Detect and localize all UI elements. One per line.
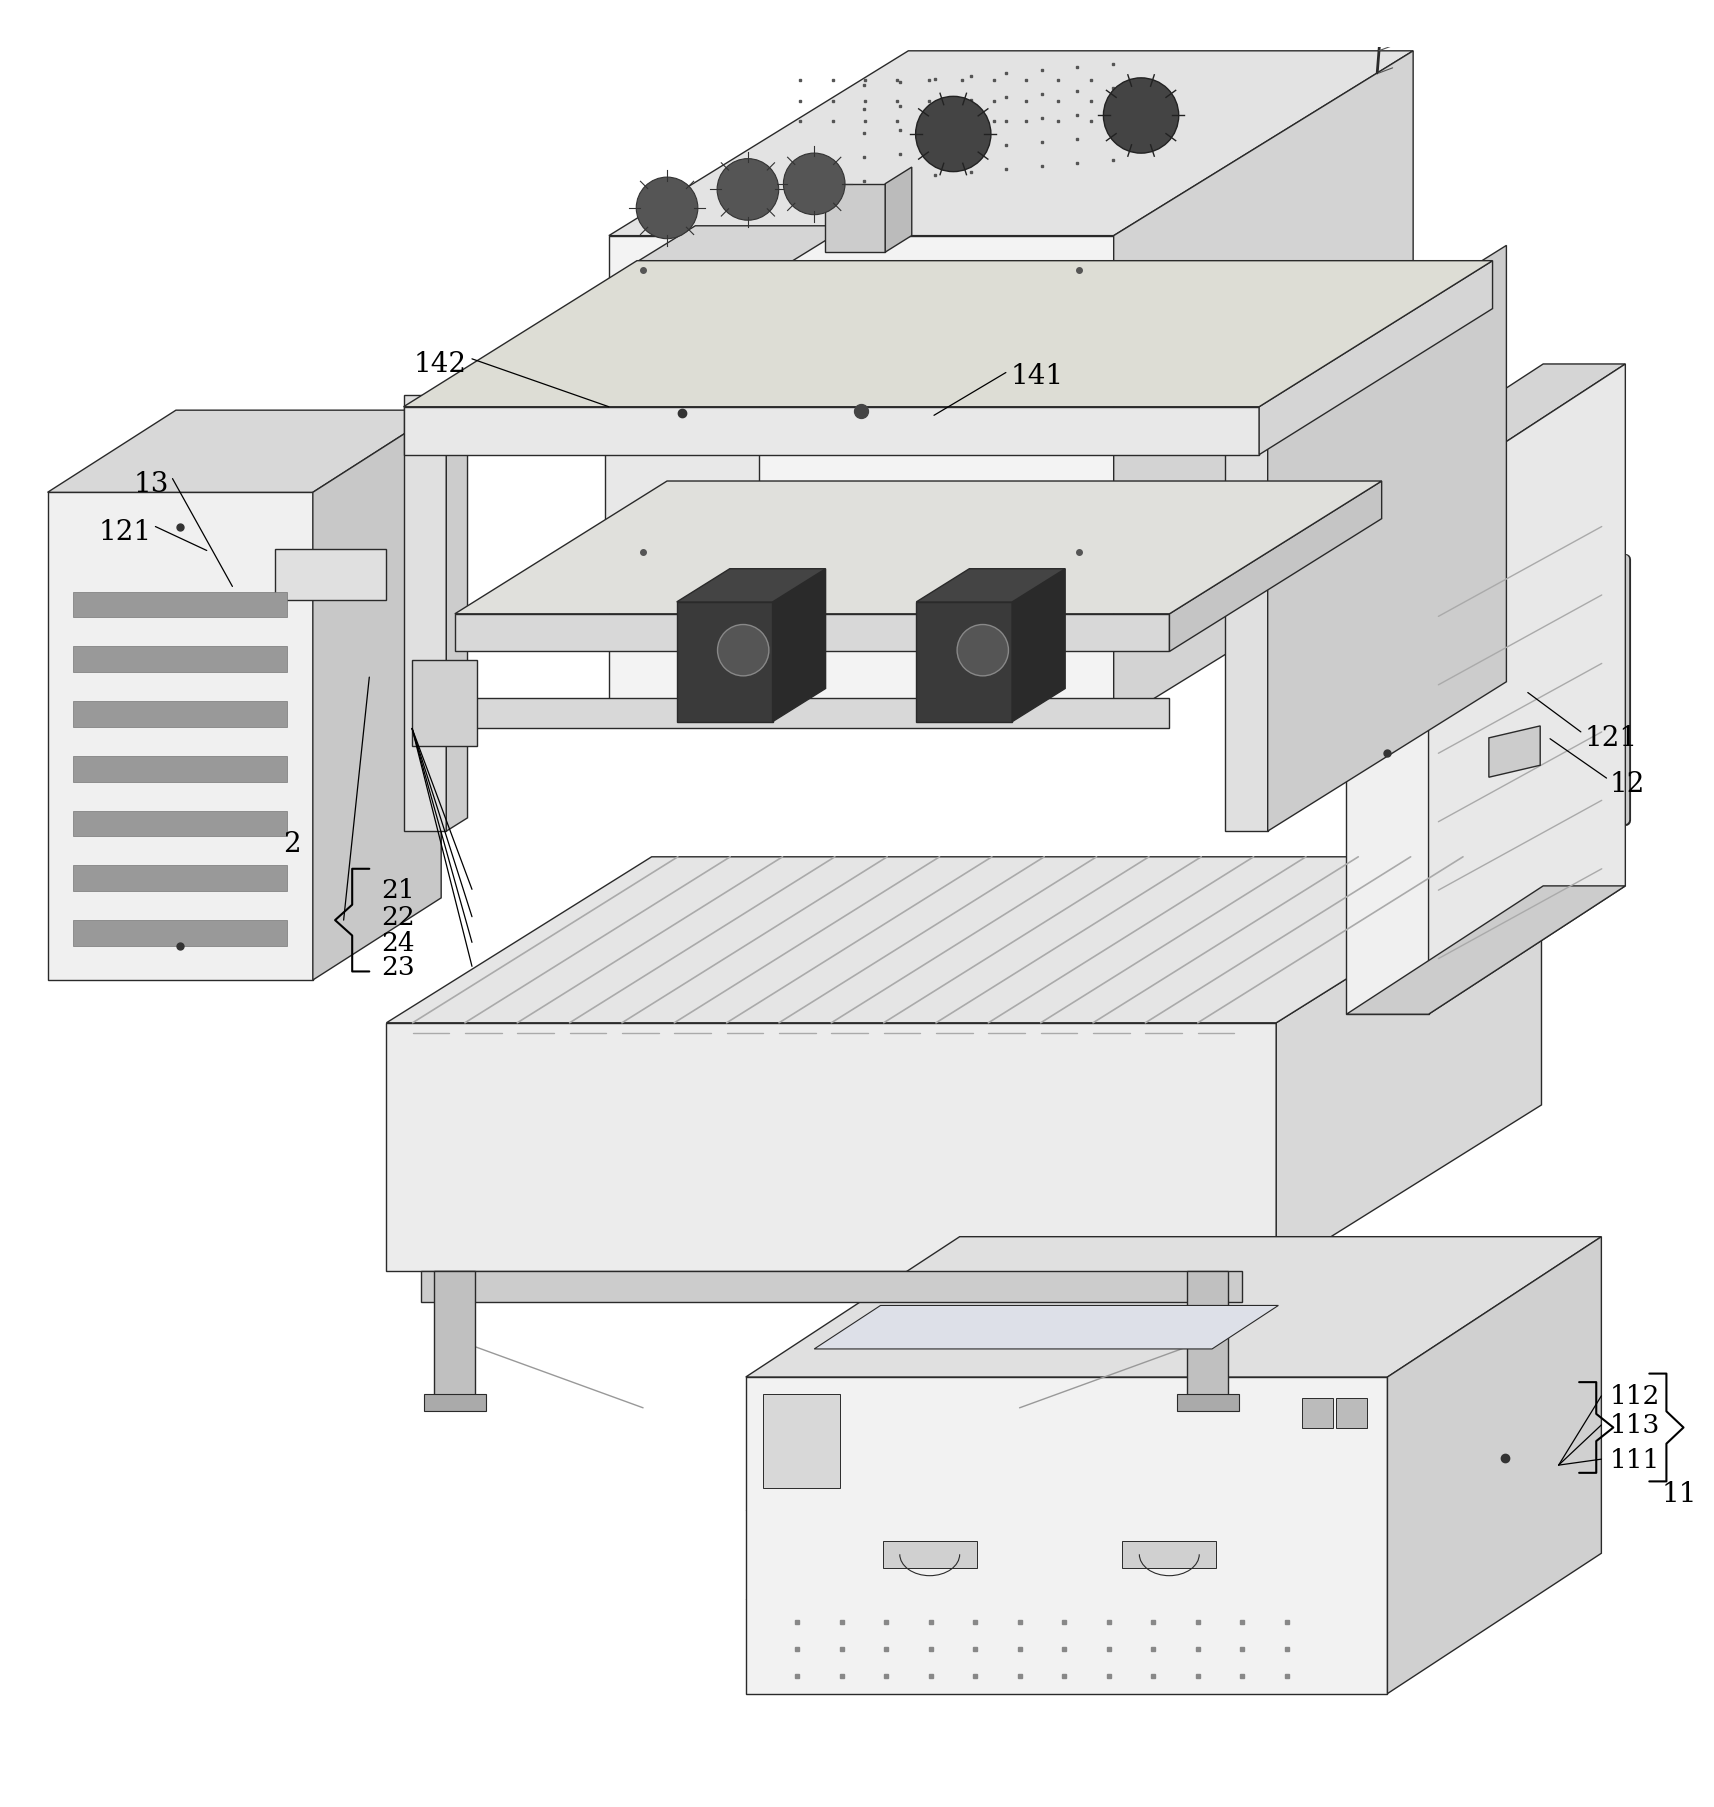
Polygon shape [74,701,288,728]
Polygon shape [74,920,288,947]
Text: 142: 142 [413,351,466,378]
Text: 22: 22 [381,905,415,929]
Polygon shape [608,587,1114,725]
Circle shape [915,98,991,172]
Polygon shape [1188,1270,1229,1408]
Polygon shape [48,410,440,493]
Text: 121: 121 [1584,725,1637,752]
Polygon shape [74,811,288,837]
Polygon shape [746,1238,1601,1377]
Polygon shape [1347,493,1428,1016]
Circle shape [716,159,778,220]
Polygon shape [1347,365,1625,493]
Text: 112: 112 [1609,1384,1661,1408]
Polygon shape [420,1270,1243,1303]
Polygon shape [411,661,476,746]
Polygon shape [454,614,1169,652]
Circle shape [956,625,1008,676]
Text: 23: 23 [381,954,415,979]
Polygon shape [1337,1399,1368,1429]
Polygon shape [434,1270,475,1408]
Polygon shape [1013,569,1064,723]
Polygon shape [1260,262,1493,455]
Polygon shape [403,262,1493,408]
Polygon shape [1114,52,1412,587]
Text: 24: 24 [381,931,415,956]
Polygon shape [454,699,1169,728]
Polygon shape [74,866,288,891]
Polygon shape [446,383,468,831]
Polygon shape [605,282,759,546]
Polygon shape [884,168,912,253]
Polygon shape [1428,365,1625,1016]
Polygon shape [746,1377,1387,1693]
Polygon shape [917,569,1064,602]
Text: 2: 2 [283,829,302,857]
Polygon shape [763,1395,840,1487]
Polygon shape [1226,396,1268,831]
Polygon shape [677,569,826,602]
Text: 12: 12 [1609,770,1645,797]
Text: 21: 21 [381,878,415,902]
Text: 111: 111 [1609,1447,1661,1473]
Polygon shape [454,482,1381,614]
Text: 13: 13 [134,472,170,499]
Polygon shape [276,549,386,600]
Polygon shape [1268,246,1507,831]
Polygon shape [314,410,440,981]
Text: 113: 113 [1609,1413,1661,1438]
Circle shape [718,625,770,676]
Polygon shape [1303,1399,1333,1429]
Polygon shape [74,647,288,672]
Polygon shape [403,396,446,831]
Text: 11: 11 [1661,1480,1697,1507]
Text: 121: 121 [99,519,153,546]
Polygon shape [1123,1541,1217,1568]
Polygon shape [883,1541,977,1568]
Polygon shape [917,602,1013,723]
Circle shape [783,154,845,215]
Circle shape [1104,80,1179,154]
Polygon shape [1277,857,1541,1270]
Polygon shape [1347,887,1625,1016]
Polygon shape [74,757,288,782]
Polygon shape [1114,403,1412,725]
Text: 141: 141 [1011,363,1064,390]
Polygon shape [1489,726,1541,777]
Polygon shape [814,1306,1279,1350]
Polygon shape [314,566,440,932]
Polygon shape [608,52,1412,237]
Polygon shape [48,493,314,981]
Polygon shape [826,184,884,253]
Polygon shape [1169,482,1381,652]
Polygon shape [1387,1238,1601,1693]
Polygon shape [773,569,826,723]
Polygon shape [74,593,288,618]
Circle shape [636,179,698,240]
Polygon shape [386,1023,1277,1270]
Polygon shape [608,237,1114,587]
Polygon shape [1178,1395,1239,1411]
Polygon shape [423,1395,485,1411]
Polygon shape [403,408,1260,455]
Polygon shape [605,226,850,282]
Polygon shape [677,602,773,723]
Polygon shape [386,857,1541,1023]
